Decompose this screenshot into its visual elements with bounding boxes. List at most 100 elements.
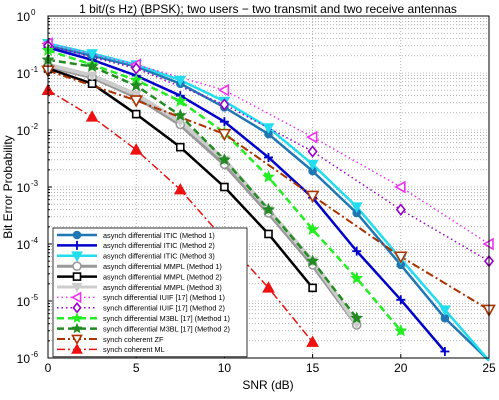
legend-marker	[72, 302, 82, 314]
data-point	[86, 71, 98, 82]
data-point	[174, 75, 187, 87]
data-point	[85, 110, 99, 122]
data-point	[395, 203, 406, 216]
y-tick-label: 10	[17, 295, 31, 309]
y-tick-exponent: -4	[31, 236, 39, 245]
data-point	[262, 170, 275, 183]
data-point	[85, 59, 99, 73]
legend-marker	[71, 343, 83, 354]
x-tick-label: 20	[394, 361, 408, 375]
legend-label: synch coherent ZF	[103, 335, 164, 344]
legend-marker	[71, 334, 83, 346]
data-point	[130, 90, 142, 101]
y-tick-exponent: -5	[31, 293, 39, 302]
data-point	[262, 123, 275, 134]
legend-label: asynch differential MMPL (Method 2)	[103, 272, 222, 281]
data-point	[393, 251, 408, 264]
data-point	[220, 182, 229, 192]
data-point	[306, 222, 320, 235]
axis-ticks	[47, 15, 490, 359]
data-point	[352, 246, 362, 256]
legend-label: asynch differential ITIC (Method 2)	[103, 241, 215, 250]
x-axis-label: SNR (dB)	[242, 378, 293, 392]
y-tick-label: 10	[17, 124, 31, 138]
series-line-11	[47, 69, 490, 311]
legend-label: asynch differential MMPL (Method 1)	[103, 262, 222, 271]
data-point	[439, 305, 451, 316]
legend-label: synch differential IUIF [17] (Method 1)	[103, 293, 225, 302]
legend-label: synch coherent ML	[103, 345, 165, 354]
data-point	[350, 311, 364, 324]
data-point	[396, 295, 406, 305]
data-point	[262, 202, 275, 216]
y-tick-exponent: -3	[31, 179, 39, 188]
legend-marker	[71, 322, 83, 334]
data-point	[306, 335, 319, 347]
legend-label: synch differential M3BL [17] (Method 1)	[103, 314, 230, 323]
data-point	[173, 182, 187, 195]
x-tick-label: 10	[218, 361, 232, 375]
data-point	[217, 152, 231, 166]
legend: asynch differential ITIC (Method 1)async…	[52, 227, 248, 358]
legend-label: synch differential IUIF [17] (Method 2)	[103, 304, 225, 313]
series-line-10	[47, 58, 358, 319]
legend-label: synch differential M3BL [17] (Method 2)	[103, 324, 230, 333]
series-line-9	[47, 49, 402, 332]
x-tick-labels: 0 5 10 15 20 25	[45, 361, 496, 375]
legend-label: asynch differential ITIC (Method 1)	[103, 231, 215, 240]
y-tick-exponent: -1	[31, 65, 39, 74]
legend-box	[52, 227, 248, 358]
data-point	[394, 180, 406, 194]
chart-title: 1 bit/(s Hz) (BPSK); two users − two tra…	[79, 2, 457, 16]
legend-marker	[72, 230, 82, 240]
data-point	[307, 145, 318, 158]
legend-marker	[71, 312, 83, 323]
data-point	[86, 49, 98, 60]
data-point	[306, 159, 319, 171]
legend-label: asynch differential ITIC (Method 3)	[103, 252, 215, 261]
x-tick-label: 15	[306, 361, 320, 375]
data-point	[176, 142, 185, 152]
data-point	[264, 152, 273, 162]
data-point	[394, 323, 408, 337]
y-tick-label: 10	[17, 352, 31, 366]
y-axis-label: Bit Error Probability	[1, 135, 15, 238]
legend-marker	[72, 272, 82, 281]
legend-marker	[71, 251, 83, 262]
data-point	[219, 98, 230, 111]
data-point	[350, 202, 363, 213]
legend-marker	[72, 261, 82, 272]
data-point	[308, 283, 317, 293]
data-point	[173, 108, 187, 121]
y-tick-exponent: -6	[31, 350, 39, 359]
data-point	[129, 95, 144, 108]
data-point	[440, 347, 450, 357]
series-markers-10	[41, 53, 364, 324]
y-tick-exponent: 0	[31, 8, 36, 17]
y-tick-label: 10	[17, 10, 31, 24]
data-point	[264, 229, 273, 239]
data-point	[306, 254, 320, 267]
x-tick-label: 0	[45, 361, 52, 375]
x-tick-label: 5	[133, 361, 140, 375]
data-point	[217, 128, 232, 142]
series-line-7	[47, 42, 490, 245]
data-point	[305, 190, 320, 203]
legend-marker	[71, 282, 83, 293]
data-point	[129, 143, 143, 155]
legend-marker	[72, 240, 82, 250]
data-point	[217, 83, 230, 97]
data-point	[262, 281, 275, 293]
data-point	[173, 94, 187, 107]
y-tick-exponent: -2	[31, 122, 39, 131]
legend-label: asynch differential MMPL (Method 3)	[103, 283, 222, 292]
data-point	[129, 78, 143, 92]
data-point	[305, 130, 318, 144]
y-tick-label: 10	[17, 238, 31, 252]
data-point	[219, 117, 229, 127]
y-tick-label: 10	[17, 67, 31, 81]
data-point	[131, 109, 141, 119]
x-tick-label: 25	[482, 361, 496, 375]
